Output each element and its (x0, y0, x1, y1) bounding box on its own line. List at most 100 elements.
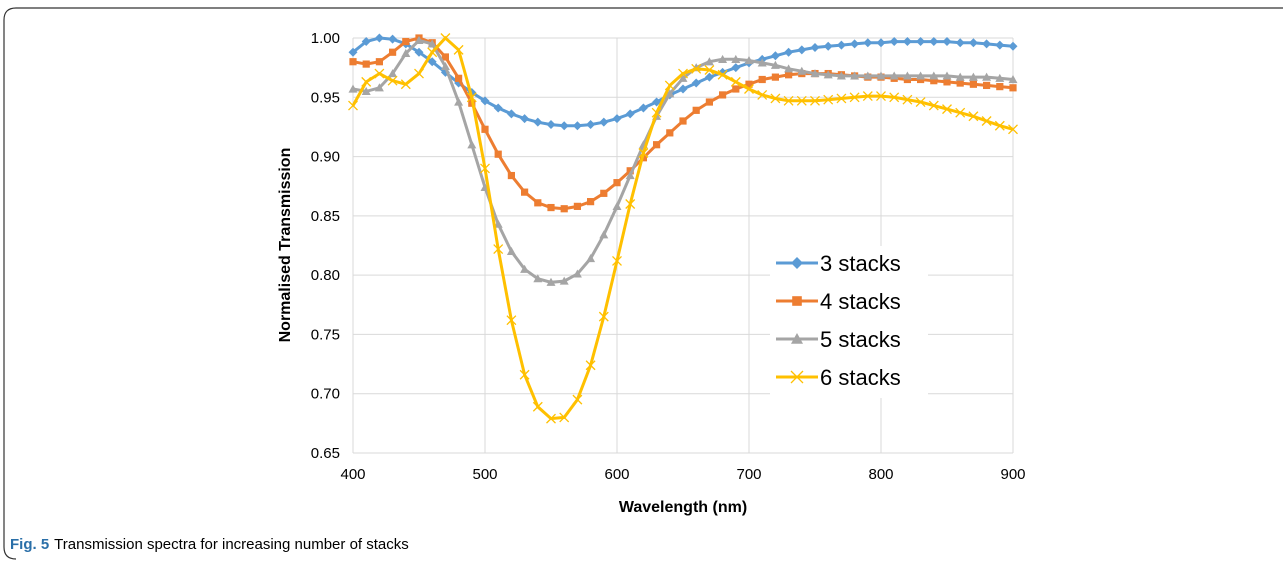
marker (785, 71, 793, 79)
marker (613, 179, 621, 187)
marker (560, 205, 568, 213)
marker (651, 107, 662, 118)
y-tick-label: 0.80 (311, 267, 340, 284)
marker (546, 277, 556, 286)
marker (955, 107, 966, 118)
marker (388, 69, 398, 78)
x-tick-label: 600 (604, 466, 629, 483)
marker (836, 71, 846, 80)
marker (573, 202, 581, 210)
marker (361, 76, 372, 87)
marker (731, 63, 741, 73)
marker (374, 83, 384, 92)
marker (493, 219, 503, 228)
marker (784, 47, 794, 57)
marker (441, 53, 449, 61)
marker (730, 76, 741, 87)
marker (968, 111, 979, 122)
marker (612, 114, 622, 124)
marker (916, 37, 926, 47)
marker (994, 120, 1005, 131)
marker (943, 78, 951, 86)
marker (533, 117, 543, 127)
marker (876, 71, 886, 80)
x-tick-label: 700 (736, 466, 761, 483)
marker (876, 91, 886, 102)
marker (757, 89, 768, 100)
marker (968, 72, 978, 81)
marker (770, 60, 780, 69)
marker (792, 296, 802, 306)
marker (427, 47, 438, 58)
marker (626, 167, 634, 175)
y-tick-label: 0.75 (311, 326, 340, 343)
marker (823, 94, 834, 105)
marker (506, 109, 516, 119)
legend: 3 stacks 4 stacks 5 stacks 6 stacks (770, 246, 928, 398)
marker (375, 58, 383, 66)
marker (757, 58, 767, 67)
marker (521, 188, 529, 196)
legend-box (770, 246, 928, 398)
marker (440, 33, 451, 43)
marker (704, 72, 714, 82)
marker (665, 89, 675, 98)
marker (850, 39, 860, 49)
marker (823, 70, 833, 79)
marker (519, 369, 530, 380)
y-tick-label: 0.90 (311, 149, 340, 166)
marker (374, 68, 385, 79)
marker (678, 68, 688, 79)
marker (996, 83, 1004, 91)
marker (349, 58, 357, 66)
marker (400, 79, 411, 90)
marker (731, 54, 741, 63)
marker (889, 92, 900, 103)
marker (361, 37, 371, 47)
marker (440, 61, 450, 71)
marker (453, 44, 464, 55)
y-tick-label: 1.00 (311, 30, 340, 47)
marker (876, 38, 886, 48)
marker (955, 72, 965, 81)
marker (586, 120, 596, 130)
marker (506, 246, 516, 256)
marker (929, 71, 939, 80)
marker (916, 71, 926, 80)
marker (506, 315, 517, 326)
x-tick-label: 800 (868, 466, 893, 483)
marker (572, 121, 582, 131)
marker (520, 264, 530, 273)
marker (791, 333, 803, 344)
marker (850, 71, 860, 80)
caption-label: Fig. 5 (10, 536, 49, 553)
marker (559, 412, 570, 423)
marker (625, 109, 635, 119)
marker (915, 97, 926, 107)
marker (1008, 41, 1018, 51)
marker (784, 64, 794, 73)
marker (732, 85, 740, 93)
marker (863, 38, 873, 48)
marker (467, 140, 477, 149)
series (348, 33, 1018, 131)
marker (652, 97, 662, 107)
marker (532, 401, 543, 412)
x-tick-label: 900 (1000, 466, 1025, 483)
marker (414, 68, 424, 79)
marker (481, 125, 489, 133)
marker (790, 370, 804, 384)
marker (995, 73, 1005, 82)
marker (466, 92, 477, 103)
marker (599, 117, 609, 127)
y-tick-label: 0.65 (311, 445, 340, 462)
marker (664, 80, 675, 91)
marker (902, 37, 912, 47)
marker (678, 73, 688, 82)
marker (534, 199, 542, 207)
marker (612, 201, 622, 210)
marker (546, 413, 556, 424)
series (349, 34, 1017, 213)
marker (1008, 124, 1018, 135)
marker (494, 150, 502, 158)
